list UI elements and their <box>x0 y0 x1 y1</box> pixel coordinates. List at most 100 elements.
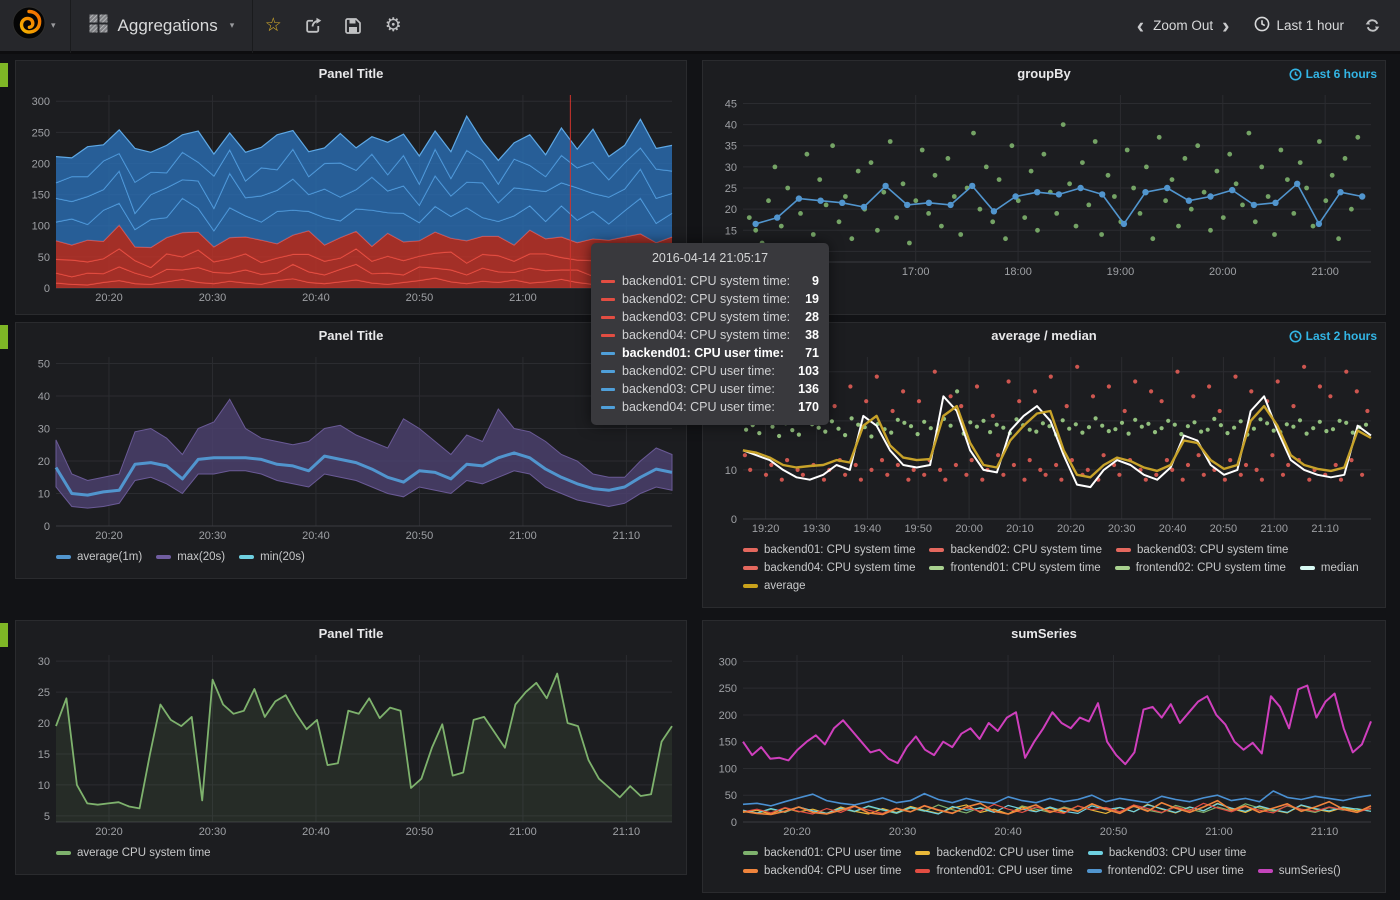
gear-icon[interactable]: ⚙ <box>384 15 402 36</box>
svg-text:10: 10 <box>38 489 50 501</box>
legend-swatch <box>743 548 758 552</box>
panel-title[interactable]: sumSeries <box>1011 626 1077 641</box>
legend-item[interactable]: backend03: CPU system time <box>1115 541 1288 559</box>
time-picker[interactable]: Last 1 hour <box>1254 16 1344 35</box>
legend: average CPU system time <box>16 840 686 862</box>
legend-item[interactable]: backend01: CPU system time <box>743 541 915 559</box>
tooltip-series-dash <box>601 369 615 373</box>
svg-text:0: 0 <box>44 283 50 295</box>
legend-swatch <box>743 851 758 855</box>
legend-swatch <box>56 851 71 855</box>
save-button[interactable] <box>333 0 373 53</box>
grafana-logo-button[interactable]: ▾ <box>0 0 71 53</box>
panel-time-override-badge: Last 2 hours <box>1289 329 1377 343</box>
svg-text:20:50: 20:50 <box>406 292 434 304</box>
legend-label: backend04: CPU user time <box>764 865 902 877</box>
row-menu-tab[interactable] <box>0 63 8 87</box>
svg-text:21:10: 21:10 <box>613 826 641 838</box>
legend-item[interactable]: backend01: CPU user time <box>743 844 901 862</box>
svg-text:0: 0 <box>44 521 50 533</box>
row-menu-tab[interactable] <box>0 623 8 647</box>
panel-title[interactable]: Panel Title <box>318 626 384 641</box>
svg-text:17:00: 17:00 <box>902 266 930 278</box>
svg-text:25: 25 <box>38 687 50 699</box>
svg-text:20:00: 20:00 <box>1209 266 1237 278</box>
chart-canvas[interactable]: 0 10 20 30 40 50 20:20 20:30 20:40 20:50 21:00 21:1… <box>20 349 682 544</box>
svg-text:20:20: 20:20 <box>95 292 123 304</box>
legend-swatch <box>1087 851 1103 855</box>
svg-text:21:00: 21:00 <box>509 826 537 838</box>
panel-title[interactable]: groupBy <box>1017 66 1071 81</box>
tooltip-series-label: backend03: CPU system time: <box>622 310 791 324</box>
legend-item[interactable]: backend04: CPU user time <box>743 862 901 880</box>
time-shift-forward-button[interactable]: › <box>1222 12 1230 38</box>
panel-title[interactable]: Panel Title <box>318 328 384 343</box>
legend-swatch <box>743 566 758 570</box>
legend-item[interactable]: average(1m) <box>56 548 142 566</box>
dashboards-grid-icon <box>89 14 108 38</box>
chart-area[interactable]: 101520253035404517:0018:0019:0020:0021:0… <box>707 87 1381 280</box>
chart-area[interactable]: 5 10 15 20 25 30 20:20 20:30 20:40 20:50 21:00 21:1… <box>20 647 682 840</box>
tooltip-series-dash <box>601 387 615 391</box>
legend-item[interactable]: median <box>1299 559 1359 577</box>
row-menu-tab[interactable] <box>0 325 8 349</box>
chart-area[interactable]: 0 50 100 150 200 250 300 20:20 20:30 20:40 20:50 21… <box>707 647 1381 840</box>
chart-area[interactable]: 010203019:2019:3019:4019:5020:0020:1020:… <box>707 349 1381 537</box>
legend-label: frontend02: CPU system time <box>1135 562 1286 574</box>
legend-item[interactable]: average CPU system time <box>56 844 211 862</box>
tooltip-series-value: 71 <box>805 346 819 360</box>
panel-title[interactable]: average / median <box>991 328 1097 343</box>
svg-text:250: 250 <box>32 127 50 139</box>
chart-canvas[interactable]: 010203019:2019:3019:4019:5020:0020:1020:… <box>707 349 1381 537</box>
svg-text:19:00: 19:00 <box>1107 266 1135 278</box>
svg-text:20:20: 20:20 <box>1057 523 1085 535</box>
tooltip-series-value: 38 <box>805 328 819 342</box>
panel-title[interactable]: Panel Title <box>318 66 384 81</box>
legend-item[interactable]: frontend01: CPU system time <box>929 559 1101 577</box>
legend-item[interactable]: sumSeries() <box>1257 862 1341 880</box>
legend-item[interactable]: frontend02: CPU system time <box>1114 559 1286 577</box>
tooltip-series-label: backend02: CPU system time: <box>622 292 791 306</box>
legend-item[interactable]: frontend02: CPU user time <box>1086 862 1244 880</box>
svg-text:20:30: 20:30 <box>199 826 227 838</box>
chart-canvas[interactable]: 0 50 100 150 200 250 300 20:20 20:30 20:40 20:50 21… <box>707 647 1381 840</box>
legend-swatch <box>56 555 71 559</box>
legend-item[interactable]: frontend01: CPU user time <box>915 862 1073 880</box>
svg-text:21:10: 21:10 <box>1311 826 1339 838</box>
tooltip-series-row: backend04: CPU system time: 38 <box>601 326 819 344</box>
share-button[interactable] <box>293 0 333 53</box>
chart-area[interactable]: 0 10 20 30 40 50 20:20 20:30 20:40 20:50 21:00 21:1… <box>20 349 682 544</box>
legend-item[interactable]: min(20s) <box>239 548 305 566</box>
dashboard-title: Aggregations <box>117 15 218 35</box>
refresh-icon[interactable] <box>1358 0 1386 53</box>
svg-text:20:40: 20:40 <box>302 292 330 304</box>
legend-item[interactable]: average <box>743 577 806 595</box>
legend-item[interactable]: backend03: CPU user time <box>1087 844 1246 862</box>
tooltip-series-dash <box>601 351 615 355</box>
svg-text:30: 30 <box>725 162 737 174</box>
legend-label: backend01: CPU system time <box>764 544 916 556</box>
legend-item[interactable]: backend04: CPU system time <box>743 559 915 577</box>
chart-canvas[interactable]: 5 10 15 20 25 30 20:20 20:30 20:40 20:50 21:00 21:1… <box>20 647 682 840</box>
svg-text:15: 15 <box>725 225 737 237</box>
legend-item[interactable]: max(20s) <box>156 548 225 566</box>
legend-item[interactable]: backend02: CPU user time <box>915 844 1074 862</box>
zoom-out-button[interactable]: Zoom Out <box>1153 18 1214 33</box>
chart-canvas[interactable]: 0 50 100 150 200 250 300 20:20 20:30 20:40 20:50 21… <box>20 87 682 306</box>
chart-area[interactable]: 0 50 100 150 200 250 300 20:20 20:30 20:40 20:50 21… <box>20 87 682 306</box>
tooltip-series-label: backend02: CPU user time: <box>622 364 775 378</box>
svg-text:21:00: 21:00 <box>1205 826 1233 838</box>
svg-text:21:00: 21:00 <box>509 292 537 304</box>
legend: backend01: CPU user time backend02: CPU u… <box>703 840 1385 880</box>
svg-text:10: 10 <box>38 780 50 792</box>
time-shift-back-button[interactable]: ‹ <box>1136 12 1145 38</box>
tooltip-series-row: backend01: CPU system time: 9 <box>601 272 819 290</box>
tooltip-series-dash <box>601 405 615 409</box>
legend-item[interactable]: backend02: CPU system time <box>929 541 1102 559</box>
chart-canvas[interactable]: 101520253035404517:0018:0019:0020:0021:0… <box>707 87 1381 280</box>
dashboard-picker[interactable]: Aggregations ▾ <box>71 0 254 53</box>
star-button[interactable]: ☆ <box>264 15 282 36</box>
panel-time-override-badge: Last 6 hours <box>1289 67 1377 81</box>
time-badge-label: Last 6 hours <box>1305 67 1377 81</box>
svg-text:20:10: 20:10 <box>1006 523 1034 535</box>
